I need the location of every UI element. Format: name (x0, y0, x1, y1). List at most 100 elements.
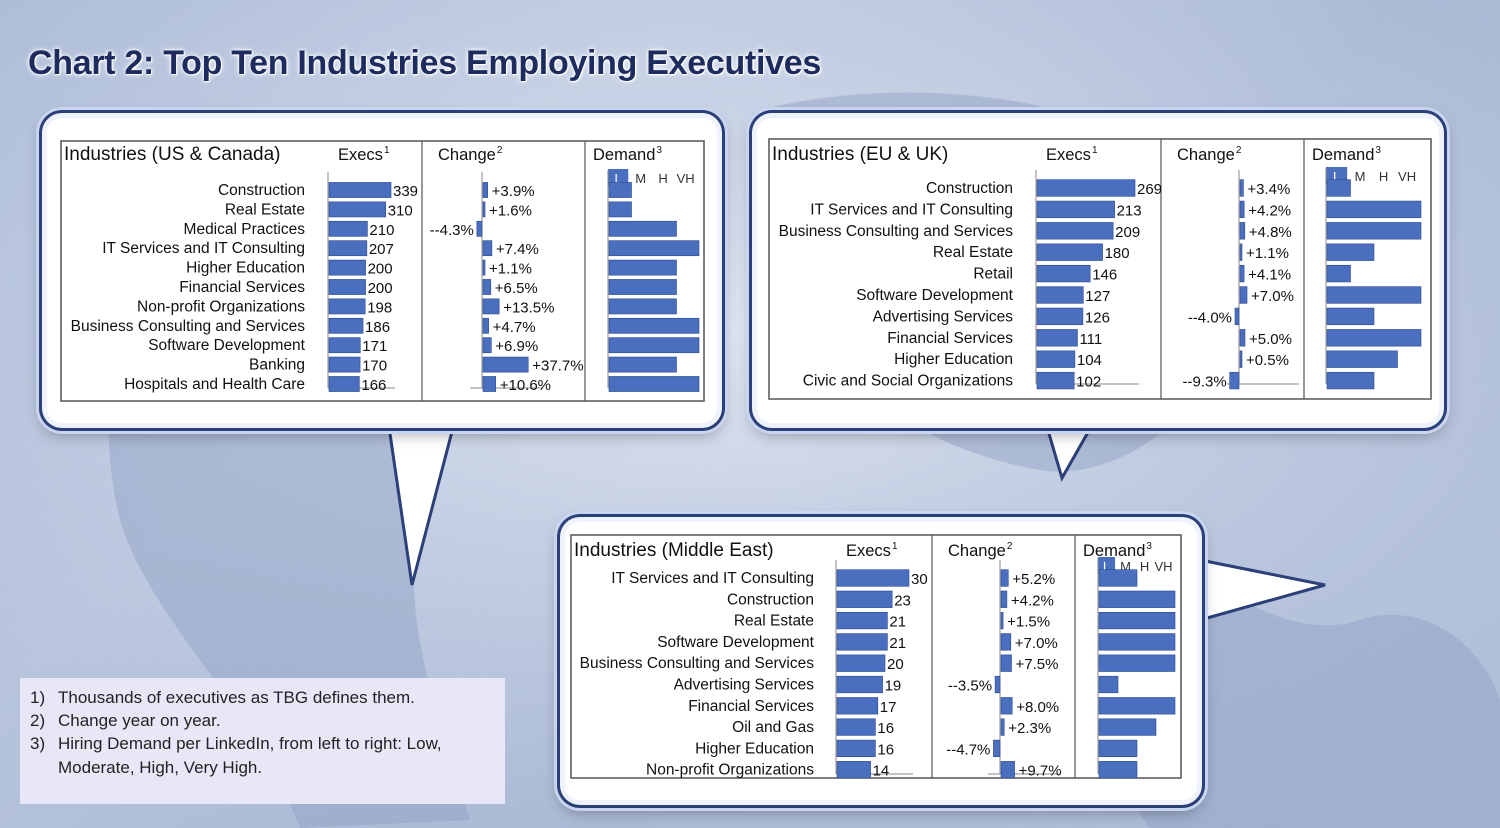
industry-header: Industries (EU & UK) (772, 144, 948, 165)
execs-value-label: 200 (368, 261, 393, 278)
execs-bar (1036, 179, 1136, 197)
change-bar (1239, 286, 1248, 304)
demand-level-label: VH (1398, 169, 1416, 184)
demand-header-footnote: 3 (656, 145, 662, 156)
demand-bar (1326, 350, 1398, 368)
demand-bar (1098, 569, 1138, 587)
demand-bar (608, 259, 677, 276)
change-bar (1239, 350, 1243, 368)
execs-value-label: 310 (388, 202, 413, 219)
footnote-number: 1) (30, 688, 46, 707)
change-bar (1239, 329, 1246, 347)
category-label: Software Development (148, 337, 305, 354)
demand-bar (1098, 718, 1157, 736)
demand-bar (1098, 697, 1176, 715)
category-label: Financial Services (688, 698, 814, 715)
change-value-label: --4.0% (1188, 309, 1232, 326)
execs-bar (328, 220, 368, 237)
demand-header-footnote: 3 (1375, 145, 1381, 156)
execs-header: Execs (846, 542, 891, 560)
change-value-label: +4.2% (1248, 202, 1291, 219)
category-label: Construction (926, 180, 1013, 197)
demand-bar (608, 298, 677, 315)
demand-bar (1098, 590, 1176, 608)
change-bar (993, 739, 1001, 758)
demand-header: Demand (1312, 146, 1374, 164)
demand-bar (608, 356, 677, 373)
demand-bar (608, 376, 700, 392)
change-value-label: +13.5% (503, 299, 554, 316)
category-label: Business Consulting and Services (580, 655, 815, 672)
category-label: Non-profit Organizations (137, 298, 305, 315)
execs-bar (836, 675, 883, 694)
demand-level-label: VH (677, 171, 695, 186)
page-title: Chart 2: Top Ten Industries Employing Ex… (28, 44, 821, 82)
execs-value-label: 19 (885, 678, 902, 695)
category-label: Real Estate (225, 201, 305, 218)
execs-header: Execs (1046, 146, 1091, 164)
execs-bar (328, 240, 368, 257)
footnote-number: 3) (30, 734, 46, 753)
demand-level-label: L (1333, 169, 1340, 184)
demand-bar (1326, 179, 1351, 197)
change-bar (1234, 307, 1240, 326)
execs-value-label: 269 (1137, 181, 1162, 198)
category-label: Business Consulting and Services (779, 223, 1014, 240)
change-header: Change (1177, 146, 1235, 164)
demand-level-label: M (1120, 559, 1131, 574)
demand-level-label: L (1103, 559, 1110, 574)
demand-bar (608, 220, 677, 237)
change-bar (482, 182, 488, 198)
execs-value-label: 171 (362, 338, 387, 355)
change-bar (1239, 200, 1245, 219)
us-canada-table: Industries (US & Canada) Execs 1 Change 2 Dem… (60, 140, 705, 402)
execs-bar (836, 590, 893, 608)
execs-value-label: 17 (880, 699, 897, 716)
execs-bar (836, 761, 871, 779)
demand-header: Demand (1083, 542, 1145, 560)
demand-bar (1326, 222, 1422, 240)
demand-bar (1326, 329, 1422, 347)
change-value-label: --4.7% (946, 741, 990, 758)
category-label: Construction (727, 591, 814, 608)
category-label: Banking (249, 357, 305, 374)
execs-value-label: 170 (362, 358, 387, 375)
demand-bar (1098, 675, 1119, 694)
change-value-label: +3.9% (492, 183, 535, 200)
demand-legend-low-highlight (608, 169, 629, 186)
change-header-footnote: 2 (1236, 145, 1242, 156)
demand-bar (1326, 307, 1375, 326)
table-frame (60, 140, 705, 402)
demand-header: Demand (593, 146, 655, 164)
change-bar (482, 201, 486, 218)
demand-level-label: M (635, 171, 646, 186)
industry-header: Industries (Middle East) (574, 540, 774, 561)
execs-value-label: 198 (367, 299, 392, 316)
change-value-label: +10.6% (500, 377, 551, 394)
execs-value-label: 127 (1085, 288, 1110, 305)
change-bar (482, 279, 492, 295)
change-value-label: --9.3% (1183, 374, 1227, 391)
execs-value-label: 21 (889, 635, 906, 652)
change-value-label: +1.1% (489, 261, 532, 278)
demand-level-label: L (615, 171, 622, 186)
execs-bar (836, 633, 888, 651)
category-label: Advertising Services (873, 308, 1014, 325)
execs-bar (1036, 307, 1084, 326)
demand-bar (608, 337, 700, 354)
change-bar (1239, 222, 1246, 240)
execs-bar (1036, 350, 1076, 368)
category-label: Higher Education (186, 260, 305, 277)
execs-bar (328, 201, 386, 218)
change-value-label: +4.8% (1249, 224, 1292, 241)
change-bar (1000, 718, 1005, 736)
footnote-text: Thousands of executives as TBG defines t… (58, 688, 415, 707)
demand-bar (1098, 611, 1176, 630)
demand-bar (608, 317, 700, 334)
demand-bar (608, 279, 677, 295)
demand-level-label: H (1379, 169, 1388, 184)
execs-bar (1036, 264, 1091, 283)
change-bar (1000, 761, 1015, 779)
change-bar (1239, 179, 1244, 197)
demand-bar (608, 240, 700, 257)
